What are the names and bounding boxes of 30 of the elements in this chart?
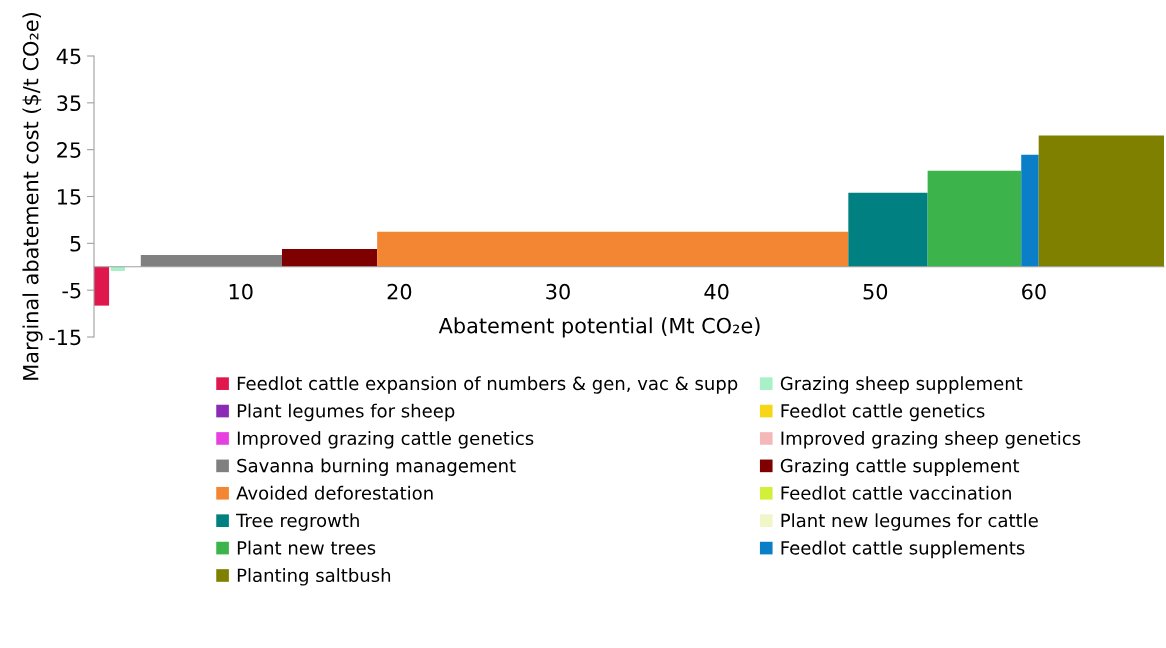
- legend-label: Grazing sheep supplement: [780, 376, 1023, 394]
- y-tick-label: 45: [56, 48, 81, 65]
- legend-label: Feedlot cattle vaccination: [781, 485, 1011, 500]
- x-tick-label: 30: [546, 283, 570, 300]
- y-tick-label: 5: [70, 236, 81, 252]
- y-axis-title: Marginal abatement cost ($/t CO₂e): [22, 13, 43, 380]
- y-tick-label: 25: [57, 142, 81, 158]
- x-tick-label: 60: [1022, 283, 1046, 300]
- y-tick-label: -5: [62, 282, 81, 299]
- legend-label: Grazing cattle supplement: [780, 458, 1020, 476]
- y-tick-label: -15: [49, 329, 81, 346]
- legend-label: Planting saltbush: [237, 568, 391, 586]
- y-tick-label: 15: [57, 189, 81, 205]
- legend-label: Tree regrowth: [236, 513, 359, 531]
- x-tick-label: 40: [704, 283, 729, 300]
- x-tick-label: 50: [863, 283, 888, 300]
- legend-label: Feedlot cattle expansion of numbers & gen, vac & supp: [237, 376, 738, 394]
- legend-label: Plant new legumes for cattle: [781, 513, 1038, 531]
- legend-label: Plant legumes for sheep: [237, 403, 455, 422]
- legend-label: Plant new trees: [237, 540, 376, 555]
- legend-label: Improved grazing sheep genetics: [781, 431, 1081, 449]
- legend-label: Avoided deforestation: [236, 485, 433, 500]
- legend-label: Feedlot cattle genetics: [781, 403, 985, 422]
- legend-label: Savanna burning management: [237, 458, 516, 476]
- x-tick-label: 10: [229, 283, 253, 300]
- legend-label: Improved grazing cattle genetics: [237, 431, 534, 449]
- y-tick-label: 35: [57, 95, 81, 112]
- x-tick-label: 20: [387, 283, 412, 300]
- x-axis-title: Abatement potential (Mt CO₂e): [438, 317, 760, 338]
- legend-label: Feedlot cattle supplements: [781, 540, 1025, 559]
